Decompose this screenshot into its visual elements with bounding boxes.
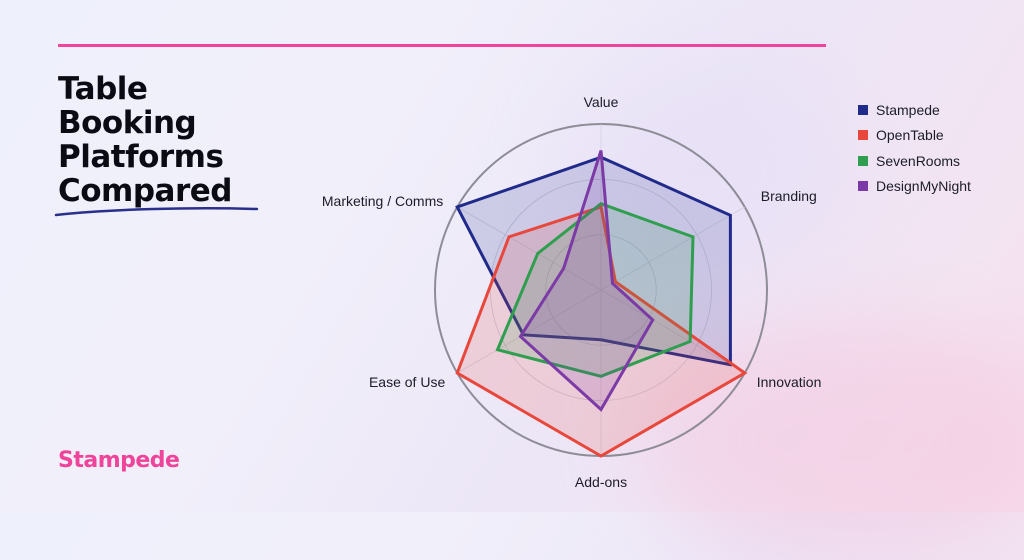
legend-label: DesignMyNight: [876, 178, 971, 195]
title-line: Booking: [58, 105, 197, 141]
axis-label: Branding: [761, 188, 817, 204]
page-title: Table Booking Platforms Compared: [58, 72, 318, 208]
legend-swatch: [858, 130, 868, 141]
title-underline: [54, 207, 259, 217]
title-line: Table: [58, 71, 148, 107]
axis-spoke: [457, 206, 602, 291]
legend-swatch: [858, 104, 868, 115]
axis-label: Value: [584, 94, 619, 110]
top-accent-line: [58, 44, 826, 47]
axis-label: Marketing / Comms: [322, 193, 443, 209]
title-line: Platforms: [58, 139, 224, 175]
legend-swatch: [858, 155, 868, 166]
legend-item: DesignMyNight: [858, 174, 971, 200]
axis-label: Add-ons: [575, 474, 627, 490]
legend-label: OpenTable: [876, 127, 944, 144]
series-area: [455, 205, 748, 458]
axis-spoke: [600, 206, 745, 291]
axis-label: Ease of Use: [369, 374, 445, 390]
legend-item: SevenRooms: [858, 148, 971, 174]
axis-spoke: [457, 289, 602, 374]
legend-label: Stampede: [876, 101, 940, 118]
title-line: Compared: [58, 173, 232, 209]
chart-legend: Stampede OpenTable SevenRooms DesignMyNi…: [858, 97, 971, 199]
axis-label: Innovation: [757, 374, 822, 390]
legend-item: OpenTable: [858, 123, 971, 149]
axis-spoke: [600, 289, 745, 374]
legend-swatch: [858, 181, 868, 192]
legend-item: Stampede: [858, 97, 971, 123]
series-area: [455, 155, 732, 367]
radar-chart: Value Branding Innovation Add-ons Ease of Us…: [322, 94, 822, 490]
brand-logo: Stampede: [58, 448, 180, 473]
legend-label: SevenRooms: [876, 152, 961, 169]
series-area: [518, 150, 655, 412]
